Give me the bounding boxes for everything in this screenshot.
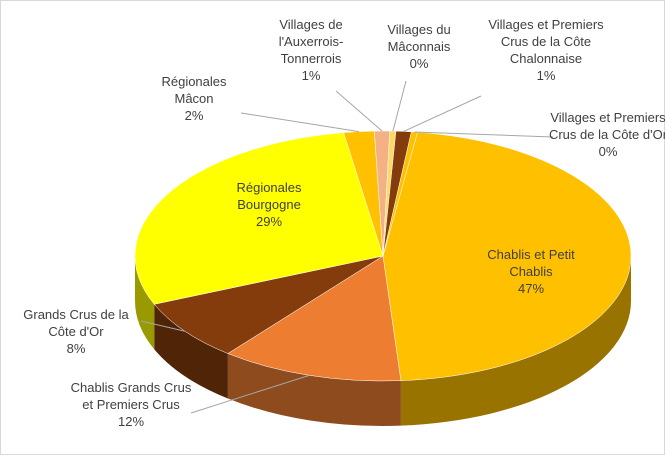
leader-line (140, 320, 186, 332)
pie-slice (134, 132, 384, 305)
category-label: Villages et Premiers Crus de la Côte Cha… (488, 17, 604, 66)
category-label: Régionales Bourgogne (236, 180, 302, 212)
pie-slice-side (227, 353, 401, 426)
value-label: 47% (517, 281, 545, 296)
category-label: Grands Crus de la Côte d'Or (23, 307, 129, 339)
value-label: 1% (301, 68, 321, 83)
pie-slice (382, 131, 632, 381)
leader-line (392, 80, 407, 132)
category-label: Villages et Premiers Crus de la Côte d'O… (548, 110, 665, 142)
category-label: Chablis et Petit Chablis (487, 247, 575, 279)
data-label: Grands Crus de la Côte d'Or 8% (11, 306, 141, 357)
category-label: Régionales Mâcon (161, 74, 227, 106)
data-label: Villages et Premiers Crus de la Côte d'O… (548, 109, 665, 160)
data-label: Villages du Mâconnais 0% (374, 21, 464, 72)
category-label: Villages de l'Auxerrois-Tonnerrois (278, 17, 344, 66)
pie-slice (153, 255, 384, 354)
pie-slice-side (135, 256, 155, 350)
value-label: 0% (598, 144, 618, 159)
value-label: 1% (536, 68, 556, 83)
category-label: Chablis Grands Crus et Premiers Crus (70, 380, 192, 412)
data-label: Régionales Mâcon 2% (154, 73, 234, 124)
leader-line (335, 90, 383, 132)
data-label: Régionales Bourgogne 29% (219, 179, 319, 230)
value-label: 12% (117, 414, 145, 429)
value-label: 8% (66, 341, 86, 356)
leader-line (240, 112, 360, 133)
data-label: Chablis Grands Crus et Premiers Crus 12% (66, 379, 196, 430)
category-label: Villages du Mâconnais (387, 22, 451, 54)
data-label: Chablis et Petit Chablis 47% (471, 246, 591, 297)
value-label: 0% (409, 56, 429, 71)
data-label: Villages de l'Auxerrois-Tonnerrois 1% (256, 16, 366, 84)
data-label: Villages et Premiers Crus de la Côte Cha… (481, 16, 611, 84)
pie-slice-side (400, 256, 631, 426)
pie-slice-side (154, 304, 228, 399)
value-label: 29% (255, 214, 283, 229)
leader-line (414, 131, 554, 138)
value-label: 2% (184, 108, 204, 123)
leader-line (403, 95, 482, 132)
pie-slice (227, 255, 402, 382)
leader-line (190, 374, 310, 414)
